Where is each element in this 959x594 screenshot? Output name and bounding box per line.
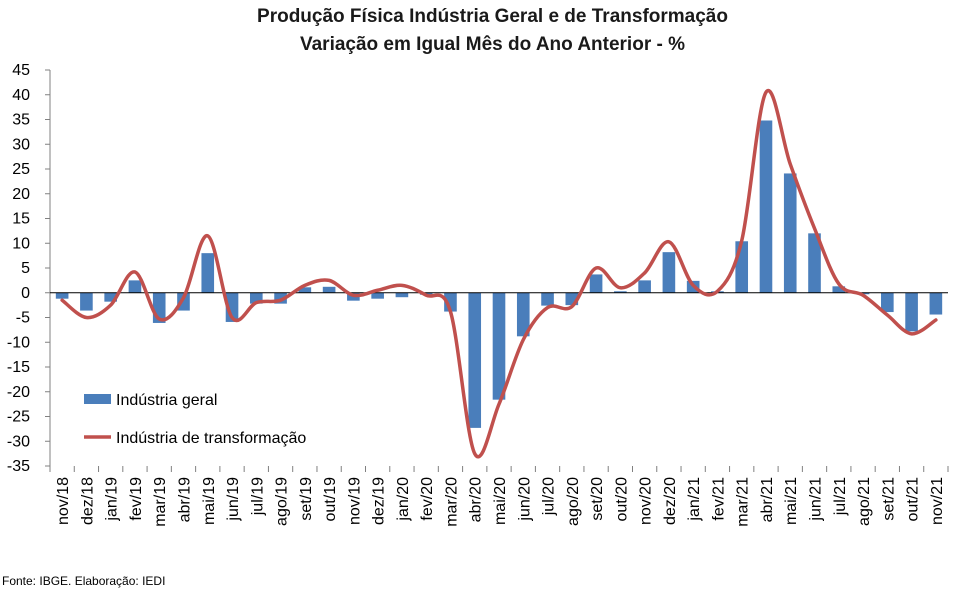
x-tick-label: mai/21 — [783, 477, 800, 525]
bar-industria-geral — [832, 286, 846, 293]
y-tick-label: -25 — [7, 409, 30, 426]
x-tick-label: jun/20 — [516, 477, 533, 522]
legend-label: Indústria geral — [116, 392, 217, 409]
bar-industria-geral — [541, 292, 554, 306]
bar-industria-geral — [516, 292, 530, 337]
bar-industria-geral — [274, 292, 287, 304]
bar-industria-geral — [881, 292, 894, 313]
y-tick-label: 0 — [21, 285, 30, 302]
y-tick-label: -5 — [16, 310, 30, 327]
bar-industria-geral — [201, 253, 215, 293]
y-tick-label: -10 — [7, 334, 30, 351]
y-tick-label: -35 — [7, 458, 30, 475]
bar-industria-geral — [905, 292, 918, 332]
x-tick-label: dez/18 — [79, 477, 96, 525]
x-tick-label: abr/20 — [468, 477, 485, 522]
y-tick-label: 5 — [21, 260, 30, 277]
bar-industria-geral — [80, 292, 93, 311]
bar-industria-geral — [468, 292, 482, 428]
x-tick-label: ago/20 — [565, 477, 582, 526]
x-tick-label: ago/19 — [274, 477, 291, 526]
bar-industria-geral — [735, 241, 749, 293]
x-tick-label: mar/19 — [152, 477, 169, 527]
bar-industria-geral — [322, 286, 336, 293]
line-industria-transformacao — [60, 88, 938, 459]
x-tick-label: abr/21 — [759, 477, 776, 522]
y-tick-label: -15 — [7, 359, 30, 376]
bar-industria-geral — [492, 292, 506, 400]
source-note: Fonte: IBGE. Elaboração: IEDI — [2, 574, 166, 588]
x-tick-label: jun/21 — [808, 477, 825, 522]
x-tick-label: nov/20 — [638, 477, 655, 525]
bar-industria-geral — [662, 252, 676, 293]
x-tick-label: jul/19 — [249, 477, 266, 516]
x-tick-label: mar/21 — [735, 477, 752, 527]
x-tick-label: ago/21 — [856, 477, 873, 526]
x-tick-label: dez/19 — [371, 477, 388, 525]
bar-industria-geral — [759, 120, 773, 293]
y-tick-label: 10 — [12, 235, 30, 252]
x-tick-label: nov/21 — [929, 477, 946, 525]
y-tick-label: -30 — [7, 433, 30, 450]
bar-industria-geral — [395, 292, 409, 298]
chart-title: Produção Física Indústria Geral e de Tra… — [257, 6, 728, 27]
x-tick-label: nov/19 — [346, 477, 363, 525]
y-tick-label: 35 — [12, 112, 30, 129]
x-tick-label: mai/20 — [492, 477, 509, 525]
bar-industria-geral — [808, 233, 821, 293]
bar-industria-geral — [783, 173, 797, 293]
y-tick-label: 45 — [12, 62, 30, 79]
x-tick-label: jan/21 — [686, 477, 703, 522]
bar-industria-geral — [614, 291, 627, 293]
bar-industria-geral — [589, 274, 603, 293]
chart-subtitle: Variação em Igual Mês do Ano Anterior - … — [299, 34, 685, 55]
legend-label: Indústria de transformação — [116, 430, 306, 447]
x-tick-label: nov/18 — [55, 477, 72, 525]
x-tick-label: abr/19 — [176, 477, 193, 522]
bar-industria-geral — [249, 292, 263, 304]
x-tick-label: set/21 — [880, 477, 897, 521]
y-tick-label: 40 — [12, 87, 30, 104]
bar-industria-geral — [298, 287, 312, 293]
x-tick-label: fev/21 — [710, 477, 727, 521]
bar-industria-geral — [371, 292, 384, 299]
y-tick-label: 20 — [12, 186, 30, 203]
y-tick-label: 30 — [12, 136, 30, 153]
bar-industria-geral — [128, 280, 142, 293]
x-tick-label: jul/20 — [541, 477, 558, 516]
x-tick-label: out/19 — [322, 477, 339, 522]
x-tick-label: out/21 — [905, 477, 922, 522]
x-tick-label: jan/19 — [104, 477, 121, 522]
bar-industria-geral — [55, 292, 69, 299]
x-tick-label: fev/19 — [128, 477, 145, 521]
x-tick-label: mar/20 — [443, 477, 460, 527]
x-tick-label: mai/19 — [201, 477, 218, 525]
y-tick-label: 15 — [12, 211, 30, 228]
x-tick-label: out/20 — [613, 477, 630, 522]
y-tick-label: -20 — [7, 384, 30, 401]
x-tick-label: jan/20 — [395, 477, 412, 522]
x-tick-label: set/20 — [589, 477, 606, 521]
legend-swatch-industria-geral — [84, 394, 111, 404]
x-tick-label: jul/21 — [832, 477, 849, 516]
x-tick-label: jun/19 — [225, 477, 242, 522]
bar-industria-geral — [104, 292, 117, 302]
bar-industria-geral — [929, 292, 943, 315]
x-tick-label: dez/20 — [662, 477, 679, 525]
y-tick-label: 25 — [12, 161, 30, 178]
x-tick-label: fev/20 — [419, 477, 436, 521]
x-tick-label: set/19 — [298, 477, 315, 521]
bar-industria-geral — [638, 280, 651, 293]
